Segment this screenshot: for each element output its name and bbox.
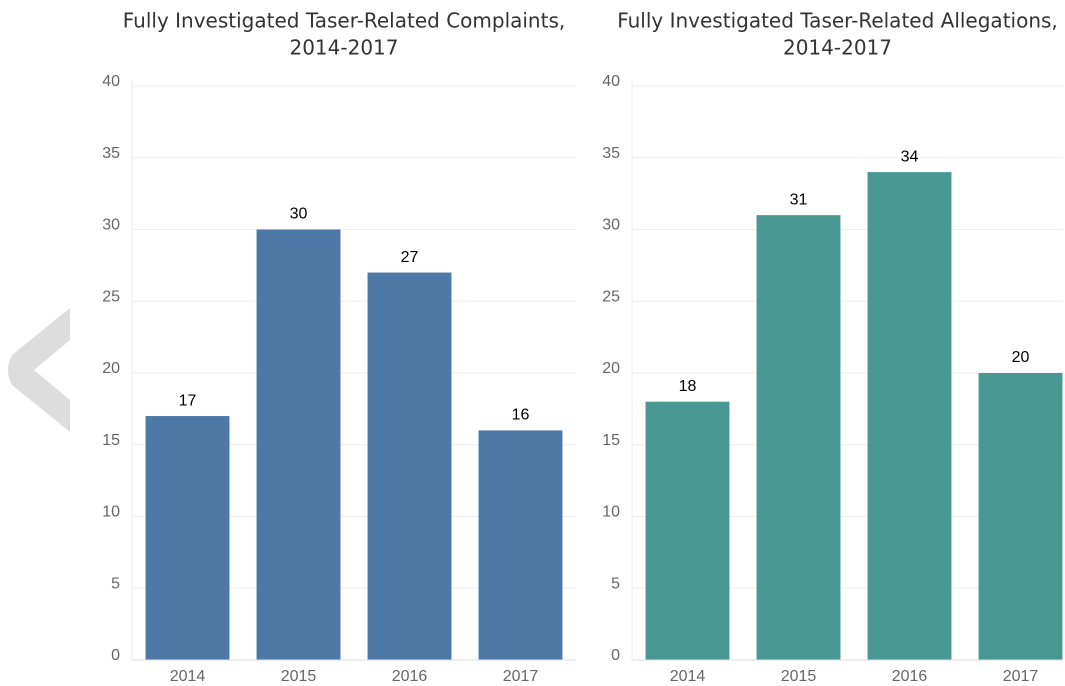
y-tick-label: 10 xyxy=(602,504,620,521)
x-tick-label: 2016 xyxy=(892,668,928,685)
y-tick-label: 15 xyxy=(102,432,120,449)
y-tick-label: 5 xyxy=(611,575,620,592)
y-tick-label: 20 xyxy=(102,360,120,377)
y-tick-label: 30 xyxy=(102,217,120,234)
y-tick-label: 20 xyxy=(602,360,620,377)
value-label: 18 xyxy=(679,378,697,395)
value-label: 16 xyxy=(512,407,530,424)
bar xyxy=(367,272,452,660)
bar xyxy=(478,430,563,660)
bar xyxy=(645,401,730,660)
x-tick-label: 2014 xyxy=(170,668,206,685)
x-tick-label: 2015 xyxy=(781,668,817,685)
y-tick-label: 40 xyxy=(602,73,620,90)
x-tick-label: 2017 xyxy=(1003,668,1039,685)
value-label: 34 xyxy=(901,148,919,165)
value-label: 30 xyxy=(290,206,308,223)
value-label: 31 xyxy=(790,191,808,208)
y-tick-label: 35 xyxy=(102,145,120,162)
chart-title: 2014-2017 xyxy=(289,36,398,60)
y-tick-label: 15 xyxy=(602,432,620,449)
bar xyxy=(145,416,230,660)
y-tick-label: 25 xyxy=(102,288,120,305)
y-tick-label: 30 xyxy=(602,217,620,234)
y-tick-label: 0 xyxy=(611,647,620,664)
y-tick-label: 0 xyxy=(111,647,120,664)
value-label: 17 xyxy=(179,392,197,409)
y-tick-label: 10 xyxy=(102,504,120,521)
y-tick-label: 5 xyxy=(111,575,120,592)
y-tick-label: 25 xyxy=(602,288,620,305)
chart-title: Fully Investigated Taser-Related Complai… xyxy=(123,9,565,33)
x-tick-label: 2017 xyxy=(503,668,539,685)
chart-title: 2014-2017 xyxy=(783,36,892,60)
value-label: 27 xyxy=(401,249,419,266)
chart-title: Fully Investigated Taser-Related Allegat… xyxy=(617,9,1058,33)
y-tick-label: 40 xyxy=(102,73,120,90)
bar xyxy=(867,172,952,660)
bar xyxy=(978,373,1063,660)
x-tick-label: 2015 xyxy=(281,668,317,685)
y-tick-label: 35 xyxy=(602,145,620,162)
bar xyxy=(756,215,841,660)
x-tick-label: 2016 xyxy=(392,668,428,685)
bar xyxy=(256,229,341,660)
value-label: 20 xyxy=(1012,349,1030,366)
back-arrow[interactable] xyxy=(8,308,70,432)
x-tick-label: 2014 xyxy=(670,668,706,685)
